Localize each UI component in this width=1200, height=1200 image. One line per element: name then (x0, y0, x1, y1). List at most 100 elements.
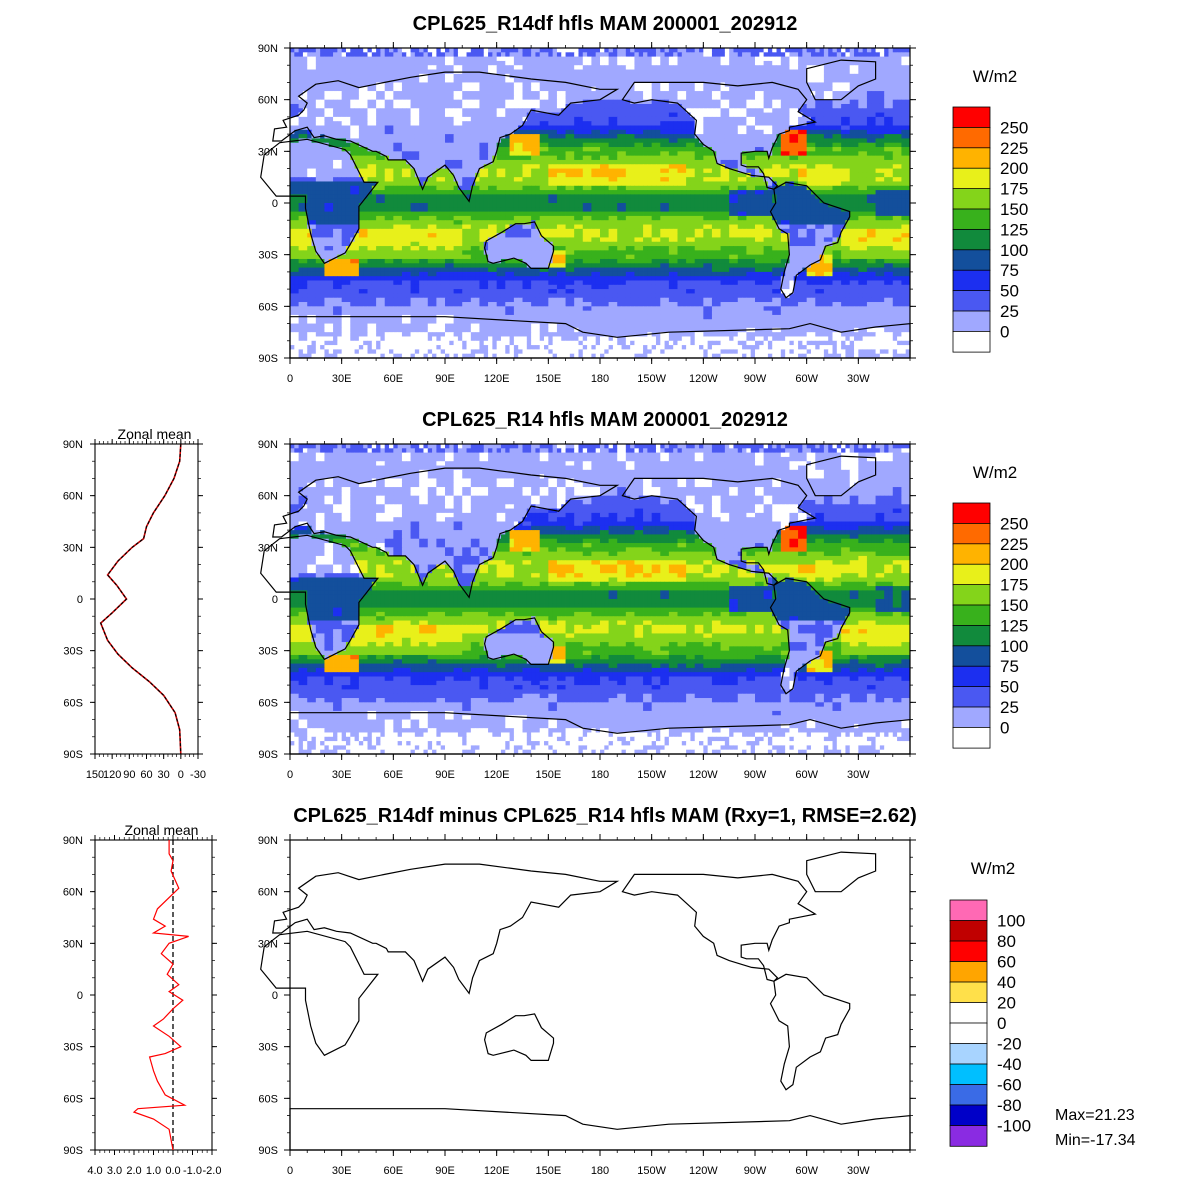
map-cell (664, 125, 670, 131)
map-cell (488, 125, 493, 131)
map-cell (668, 73, 674, 79)
map-cell (371, 73, 377, 79)
map-cell (686, 78, 691, 83)
map-cell (354, 95, 360, 101)
map-cell (780, 155, 786, 161)
map-cell (376, 112, 381, 118)
map-cell (810, 121, 816, 126)
map-cell (333, 147, 338, 152)
map-cell (449, 177, 455, 182)
map-cell (703, 78, 709, 83)
map-cell (320, 142, 325, 148)
map-cell (767, 181, 773, 187)
map-cell (513, 56, 519, 62)
map-cell (647, 65, 653, 70)
map-cell (789, 177, 795, 182)
map-cell (660, 190, 665, 195)
map-cell (488, 73, 493, 79)
map-cell (436, 177, 442, 182)
map-cell (449, 142, 455, 148)
map-cell (841, 108, 846, 113)
map-cell (776, 95, 782, 101)
map-cell (823, 155, 829, 161)
map-cell (888, 142, 894, 148)
map-cell (673, 185, 678, 191)
map-cell (763, 164, 769, 169)
map-cell (871, 142, 876, 148)
map-cell (354, 78, 360, 83)
map-cell (716, 82, 721, 88)
map-cell (854, 78, 859, 83)
map-cell (488, 116, 493, 122)
map-cell (578, 164, 584, 169)
map-cell (823, 185, 829, 191)
map-cell (337, 172, 343, 178)
map-cell (488, 56, 493, 62)
map-cell (320, 69, 325, 75)
map-cell (539, 138, 545, 144)
map-cell (522, 177, 528, 182)
map-cell (655, 56, 661, 62)
map-cell (587, 159, 592, 165)
map-cell (729, 185, 734, 191)
map-cell (849, 48, 855, 53)
map-cell (608, 99, 614, 105)
map-cell (647, 177, 653, 182)
map-cell (647, 164, 653, 169)
map-cell (466, 116, 472, 122)
map-cell (406, 69, 411, 75)
map-cell (333, 116, 338, 122)
map-cell (328, 168, 334, 174)
map-cell (582, 73, 588, 79)
map-cell (509, 177, 515, 182)
map-cell (341, 172, 347, 178)
map-cell (617, 138, 622, 144)
map-cell (845, 134, 851, 139)
map-cell (612, 177, 618, 182)
map-cell (647, 60, 653, 66)
map-cell (410, 185, 416, 191)
map-cell (544, 73, 549, 79)
map-cell (802, 185, 808, 191)
map-cell (315, 73, 321, 79)
map-cell (699, 95, 704, 101)
map-cell (612, 112, 618, 118)
map-cell (380, 125, 386, 131)
map-cell (556, 194, 562, 200)
map-cell (664, 177, 670, 182)
map-cell (556, 108, 562, 113)
map-cell (591, 125, 597, 131)
map-cell (772, 116, 777, 122)
map-cell (617, 78, 622, 83)
map-cell (466, 108, 472, 113)
map-cell (492, 142, 498, 148)
map-cell (897, 99, 902, 105)
map-cell (475, 129, 480, 135)
map-cell (892, 155, 898, 161)
map-cell (763, 48, 769, 53)
map-cell (651, 177, 657, 182)
map-cell (445, 190, 450, 195)
map-cell (462, 65, 467, 70)
map-cell (419, 142, 424, 148)
map-cell (625, 52, 631, 58)
map-cell (531, 56, 536, 62)
map-cell (513, 155, 519, 161)
map-cell (737, 190, 743, 195)
map-cell (496, 56, 502, 62)
map-cell (651, 116, 657, 122)
map-cell (591, 73, 597, 79)
map-cell (488, 159, 493, 165)
map-cell (763, 159, 769, 165)
map-cell (393, 103, 399, 109)
map-cell (591, 82, 597, 88)
map-cell (470, 95, 476, 101)
map-cell (341, 194, 347, 200)
map-cell (767, 155, 773, 161)
map-cell (505, 168, 510, 174)
map-cell (578, 190, 584, 195)
map-cell (513, 147, 519, 152)
map-cell (578, 155, 584, 161)
map-cell (307, 164, 312, 169)
map-cell (668, 52, 674, 58)
